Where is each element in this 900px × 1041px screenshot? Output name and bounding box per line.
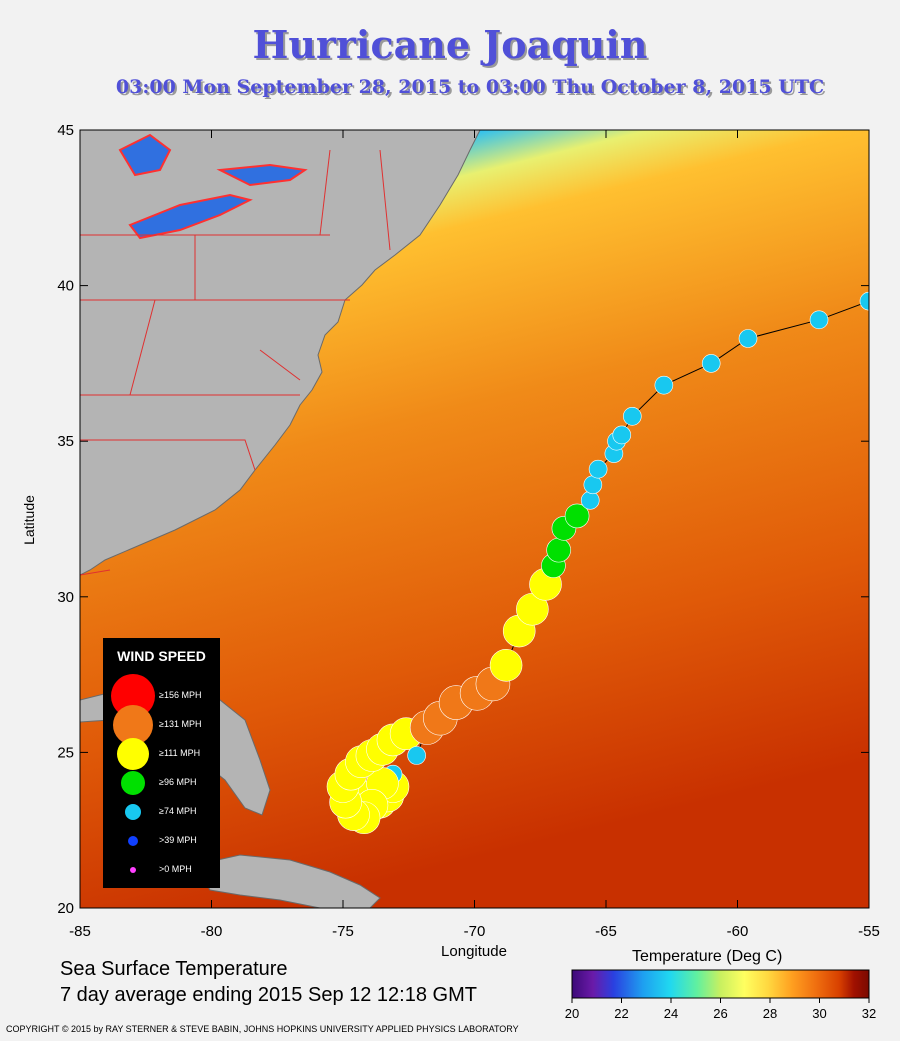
track-points bbox=[326, 291, 869, 835]
sst-caption: Sea Surface Temperature 7 day average en… bbox=[60, 956, 477, 1008]
map-title: Hurricane Joaquin bbox=[252, 22, 648, 67]
x-tick-label: -55 bbox=[858, 923, 880, 940]
cuba-island bbox=[194, 854, 381, 908]
x-tick-label: -60 bbox=[727, 923, 749, 940]
state-borders bbox=[80, 149, 391, 576]
track-point bbox=[622, 407, 642, 426]
x-tick-label: -70 bbox=[464, 923, 486, 940]
legend-label: ≥96 MPH bbox=[159, 777, 197, 787]
colorbar-label: Temperature (Deg C) bbox=[632, 948, 783, 965]
y-tick-label: 45 bbox=[57, 122, 74, 139]
legend-label: ≥156 MPH bbox=[159, 690, 202, 700]
sst-caption-line2: 7 day average ending 2015 Sep 12 12:18 G… bbox=[60, 984, 477, 1006]
colorbar-tick-label: 28 bbox=[763, 1006, 777, 1021]
colorbar bbox=[571, 969, 870, 999]
track-point bbox=[612, 425, 632, 445]
legend-label: ≥74 MPH bbox=[159, 806, 197, 816]
y-tick-label: 30 bbox=[57, 589, 74, 606]
legend-item: ≥96 MPH bbox=[103, 769, 220, 797]
colorbar-tick-label: 30 bbox=[812, 1006, 826, 1021]
y-axis-ticks: 20 25 30 35 40 45 bbox=[57, 122, 869, 917]
legend-title: WIND SPEED bbox=[117, 648, 206, 664]
legend-item: >0 MPH bbox=[103, 856, 220, 884]
y-axis-label: Latitude bbox=[21, 495, 37, 545]
legend-item: ≥74 MPH bbox=[103, 798, 220, 826]
wind-speed-legend: WIND SPEED ≥156 MPH ≥131 MPH ≥111 MPH ≥96 M… bbox=[103, 638, 220, 888]
track-point bbox=[588, 459, 608, 479]
y-tick-label: 35 bbox=[57, 433, 74, 450]
track-point bbox=[583, 475, 603, 495]
legend-swatch bbox=[117, 738, 149, 770]
x-axis-label: Longitude bbox=[441, 943, 507, 960]
sst-caption-line1: Sea Surface Temperature bbox=[60, 958, 288, 980]
track-point bbox=[701, 354, 721, 373]
legend-label: >0 MPH bbox=[159, 864, 192, 874]
map-subtitle: 03:00 Mon September 28, 2015 to 03:00 Th… bbox=[115, 76, 825, 98]
colorbar-tick-label: 20 bbox=[565, 1006, 579, 1021]
track-point bbox=[564, 503, 590, 529]
track-point bbox=[407, 746, 426, 765]
track-point bbox=[489, 648, 523, 682]
legend-item: >39 MPH bbox=[103, 827, 220, 855]
legend-swatch bbox=[121, 771, 145, 795]
track-point bbox=[546, 537, 571, 563]
legend-swatch bbox=[125, 804, 141, 820]
track-point bbox=[738, 329, 758, 348]
track-point bbox=[859, 291, 869, 311]
y-tick-label: 20 bbox=[57, 900, 74, 917]
track-point bbox=[580, 491, 600, 510]
legend-label: >39 MPH bbox=[159, 835, 197, 845]
legend-item: ≥156 MPH bbox=[103, 674, 220, 718]
track-point bbox=[654, 375, 674, 395]
track-point bbox=[809, 310, 829, 330]
y-tick-label: 40 bbox=[57, 278, 74, 295]
legend-label: ≥111 MPH bbox=[159, 748, 201, 758]
legend-item: ≥111 MPH bbox=[103, 738, 220, 770]
land-mass bbox=[80, 130, 481, 576]
legend-swatch bbox=[128, 836, 138, 846]
x-tick-label: -85 bbox=[69, 923, 91, 940]
legend-label: ≥131 MPH bbox=[159, 719, 202, 729]
colorbar-ticks: 20 22 24 26 28 30 32 bbox=[565, 998, 876, 1021]
x-tick-label: -65 bbox=[595, 923, 617, 940]
colorbar-tick-label: 32 bbox=[862, 1006, 876, 1021]
copyright-notice: COPYRIGHT © 2015 by RAY STERNER & STEVE … bbox=[6, 1024, 519, 1034]
colorbar-tick-label: 26 bbox=[713, 1006, 727, 1021]
legend-item: ≥131 MPH bbox=[103, 705, 220, 745]
x-tick-label: -80 bbox=[201, 923, 223, 940]
colorbar-tick-label: 24 bbox=[664, 1006, 678, 1021]
x-axis-ticks: -85 -80 -75 -70 -65 -60 -55 bbox=[69, 130, 880, 940]
colorbar-tick-label: 22 bbox=[614, 1006, 628, 1021]
x-tick-label: -75 bbox=[332, 923, 354, 940]
legend-swatch bbox=[130, 867, 136, 873]
y-tick-label: 25 bbox=[57, 744, 74, 761]
great-lakes bbox=[118, 133, 308, 240]
